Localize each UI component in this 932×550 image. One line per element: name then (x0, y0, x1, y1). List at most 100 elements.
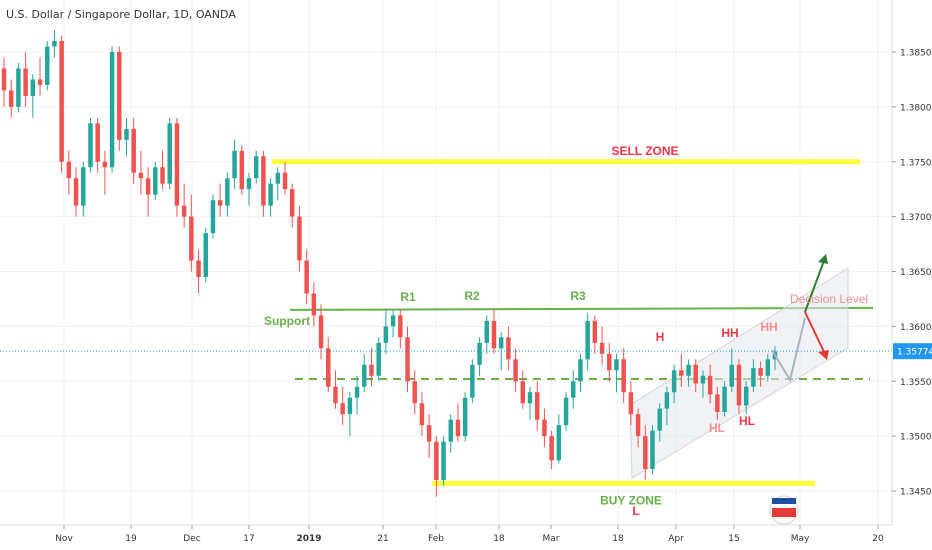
candle-down (369, 364, 374, 376)
candle-up (124, 128, 129, 140)
candle-down (491, 320, 497, 349)
candle-up (109, 52, 115, 168)
grid (0, 0, 892, 525)
candle-up (700, 375, 706, 384)
candle-up (44, 46, 50, 85)
projection-path (771, 317, 806, 383)
time-tick-label: Dec (183, 534, 200, 544)
resistance-label: R3 (570, 289, 586, 303)
candle-up (650, 430, 655, 470)
structure-label: L (632, 504, 639, 518)
candle-down (160, 167, 165, 184)
candle-down (189, 216, 194, 261)
candle-down (95, 123, 100, 162)
structure-label: HH (721, 326, 738, 340)
candle-down (506, 337, 511, 360)
candle-down (707, 375, 713, 395)
candle-down (758, 368, 763, 376)
time-tick-label: 20 (872, 534, 884, 544)
candle-up (765, 359, 771, 376)
candles (1, 30, 778, 497)
support-line (289, 306, 874, 311)
logo-text: 4532 (775, 498, 793, 506)
time-tick-label: Mar (543, 534, 560, 544)
candle-up (225, 178, 230, 206)
candle-up (462, 397, 468, 437)
bullish-arrow-head (818, 254, 828, 264)
candle-down (621, 359, 626, 393)
candle-up (657, 408, 662, 431)
candle-down (145, 178, 151, 195)
sell-zone-label: SELL ZONE (611, 144, 678, 158)
time-tick-label: Nov (55, 534, 73, 544)
candle-up (203, 233, 208, 277)
logo-stripe (772, 508, 796, 517)
candle-down (304, 260, 309, 294)
candle-up (347, 397, 353, 415)
candle-down (434, 441, 439, 481)
structure-label: HL (739, 414, 755, 428)
candle-down (289, 189, 295, 217)
resistance-label: R2 (464, 289, 480, 303)
candle-down (679, 370, 684, 376)
candle-down (261, 156, 266, 206)
price-tick-label: 1.35500 (900, 378, 932, 388)
time-tick-label: 15 (728, 534, 739, 544)
candle-down (8, 90, 14, 107)
candle-down (643, 436, 648, 470)
chart-title: U.S. Dollar / Singapore Dollar, 1D, OAND… (6, 8, 236, 21)
candle-down (217, 200, 223, 206)
candle-up (210, 200, 216, 234)
candle-down (520, 381, 526, 404)
price-tick-label: 1.37500 (900, 158, 932, 168)
time-tick-label: 18 (612, 534, 624, 544)
candle-down (174, 123, 180, 206)
candle-down (412, 381, 417, 404)
candle-down (1, 68, 7, 91)
candle-down (23, 68, 28, 96)
candle-up (16, 68, 21, 107)
structure-label: HH (760, 320, 777, 334)
candle-down (592, 320, 598, 343)
candle-down (340, 403, 345, 415)
time-tick-label: 21 (377, 534, 388, 544)
candle-down (131, 128, 136, 173)
time-tick-label: 19 (125, 534, 137, 544)
candle-up (578, 359, 583, 382)
candle-up (376, 342, 381, 376)
price-tick-label: 1.37000 (900, 213, 932, 223)
candle-down (326, 348, 331, 387)
candle-up (383, 326, 389, 343)
candle-up (246, 178, 252, 190)
bullish-arrow (804, 257, 826, 313)
logo-stripe (772, 498, 796, 504)
candle-up (585, 320, 590, 360)
candle-down (297, 216, 302, 261)
candle-down (426, 425, 432, 442)
time-tick-label: 2019 (296, 534, 321, 544)
price-tick-label: 1.36000 (900, 323, 932, 333)
time-tick-label: Feb (428, 534, 444, 544)
candle-down (239, 150, 245, 190)
candle-up (477, 342, 482, 365)
candle-up (671, 370, 677, 393)
candle-down (628, 392, 634, 415)
price-tick-label: 1.36500 (900, 268, 932, 278)
price-tick-label: 1.35000 (900, 433, 932, 443)
time-axis: Nov 19 Dec 17 2019 21 Feb 18 Mar 18 Apr 15 May 20 (0, 524, 892, 544)
time-tick-label: 17 (243, 534, 254, 544)
bearish-arrow (804, 311, 827, 357)
time-tick-label: 18 (493, 534, 505, 544)
time-tick-label: Apr (668, 534, 684, 544)
candle-up (470, 364, 475, 398)
structure-label: HL (709, 421, 725, 435)
candle-down (282, 172, 288, 190)
candle-up (556, 425, 562, 461)
candle-down (37, 79, 43, 85)
candle-down (405, 337, 410, 382)
candle-down (455, 419, 461, 437)
logo-icon: 4532 (769, 495, 799, 525)
candle-up (664, 392, 670, 409)
